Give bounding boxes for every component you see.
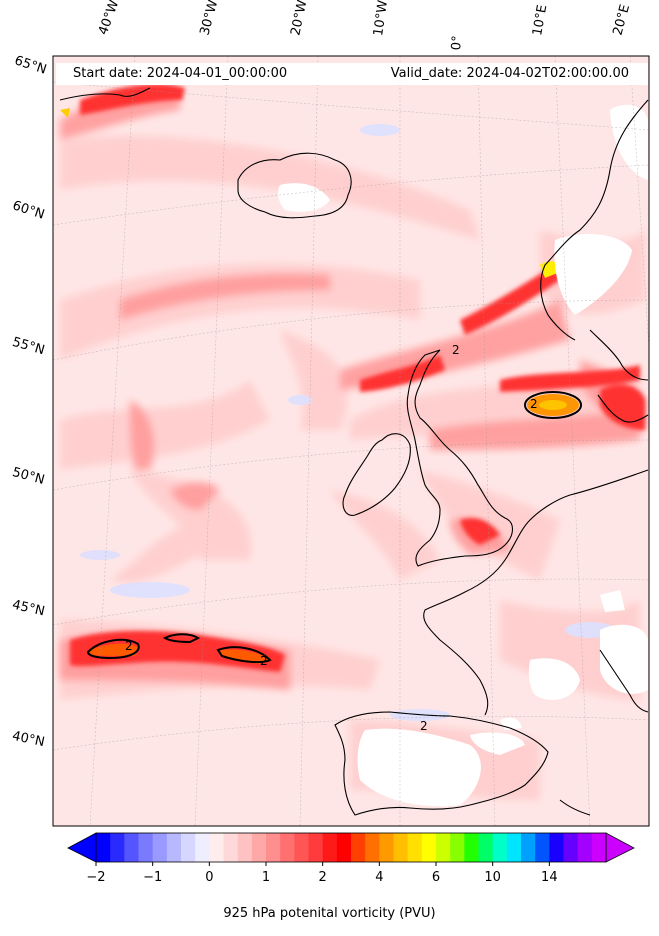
colorbar-cell [124, 833, 139, 862]
colorbar-tick-label: 14 [541, 870, 558, 885]
colorbar-cell [223, 833, 239, 862]
pv-field-extreme [60, 108, 579, 664]
colorbar-cell [237, 833, 253, 862]
colorbar-cell [365, 833, 380, 862]
contour-label: 2 [452, 343, 460, 357]
coastlines [59, 87, 649, 816]
colorbar-cell [209, 833, 224, 862]
valid-date: Valid_date: 2024-04-02T02:00:00.00 [390, 66, 629, 81]
colorbar-cell [195, 833, 210, 862]
colorbar-cell [152, 833, 168, 862]
colorbar-max-arrow [605, 832, 635, 863]
pv-contours [86, 391, 582, 664]
colorbar-cell [450, 833, 465, 862]
colorbar-cell [521, 833, 536, 862]
colorbar-tick-label: 0 [205, 870, 213, 885]
colorbar-cell [379, 833, 394, 862]
colorbar-tick-label: −2 [86, 870, 105, 885]
date-header: Start date: 2024-04-01_00:00:00 Valid_da… [56, 63, 648, 85]
colorbar-title: 925 hPa potenital vorticity (PVU) [223, 906, 436, 921]
colorbar-tick-label: 4 [375, 870, 383, 885]
colorbar-cell [506, 833, 522, 862]
colorbar-cell [549, 833, 564, 862]
colorbar-cell [535, 833, 550, 862]
pv-field-high [70, 84, 645, 672]
colorbar-cell [591, 833, 607, 862]
colorbar-cell [563, 833, 579, 862]
denmark-coast [589, 329, 649, 381]
map-frame [52, 55, 650, 827]
colorbar-cell [266, 833, 281, 862]
contour-label: 2 [260, 654, 268, 668]
colorbar-tick-label: 2 [319, 870, 327, 885]
colorbar-cell [308, 833, 324, 862]
contour-labels: 2 2 2 2 2 [125, 343, 538, 733]
colorbar: −2 −1 0 1 2 4 6 10 14 [67, 832, 635, 885]
colorbar-min-arrow [67, 832, 97, 863]
colorbar-cell [181, 833, 196, 862]
colorbar-cell [478, 833, 494, 862]
colorbar-tick-label: 6 [432, 870, 440, 885]
colorbar-cell [110, 833, 125, 862]
iberia-coast [334, 711, 549, 816]
colorbar-frame [95, 832, 607, 863]
colorbar-cell [407, 833, 423, 862]
start-date: Start date: 2024-04-01_00:00:00 [73, 66, 288, 81]
europe-coast [423, 469, 649, 716]
colorbar-tick-label: 10 [484, 870, 501, 885]
terrain-mask [277, 104, 648, 807]
colorbar-tick-label: 1 [262, 870, 270, 885]
contour-label: 2 [530, 397, 538, 411]
colorbar-cell [336, 833, 352, 862]
norway-coast [540, 99, 649, 341]
graticule [53, 56, 649, 826]
colorbar-cell [436, 833, 451, 862]
colorbar-cell [421, 833, 437, 862]
iceland-coast [237, 152, 352, 219]
britain-coast [406, 349, 514, 567]
colorbar-cell [351, 833, 366, 862]
colorbar-cell [294, 833, 309, 862]
colorbar-cell [166, 833, 182, 862]
colorbar-cell [393, 833, 409, 862]
colorbar-cell [138, 833, 154, 862]
contour-label: 2 [420, 719, 428, 733]
colorbar-cell [251, 833, 267, 862]
colorbar-cell [322, 833, 338, 862]
colorbar-cell [280, 833, 295, 862]
colorbar-tick-label: −1 [143, 870, 162, 885]
contour-label: 2 [125, 639, 133, 653]
colorbar-cell [464, 833, 479, 862]
colorbar-cell [96, 833, 111, 862]
colorbar-cell [577, 833, 593, 862]
colorbar-cell [492, 833, 508, 862]
ireland-coast [342, 433, 411, 516]
